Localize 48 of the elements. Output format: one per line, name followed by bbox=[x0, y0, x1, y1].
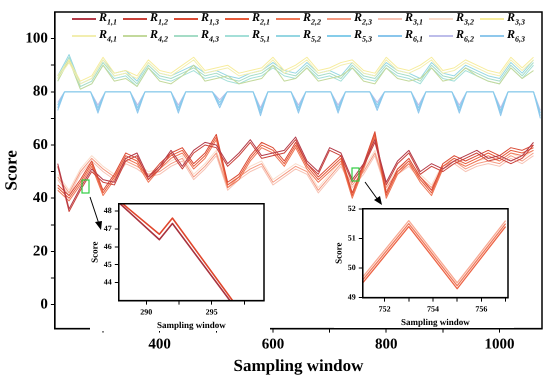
x-tick-label: 754 bbox=[426, 304, 439, 314]
y-tick-label: 46 bbox=[104, 242, 112, 251]
legend-label: R$_{2,1}$ bbox=[252, 10, 270, 27]
y-tick-label: 47 bbox=[104, 224, 112, 233]
legend-label: R$_{1,2}$ bbox=[150, 10, 168, 27]
legend-label: R$_{6,3}$ bbox=[507, 27, 526, 44]
y-tick-label: 48 bbox=[104, 206, 112, 216]
x-tick-label: 290 bbox=[140, 307, 152, 316]
x-tick-label: 800 bbox=[374, 336, 398, 352]
y-tick-label: 100 bbox=[25, 30, 48, 46]
legend-label: R$_{1,1}$ bbox=[99, 10, 118, 27]
x-tick-label: 295 bbox=[206, 307, 218, 316]
y-tick-label: 49 bbox=[348, 292, 356, 302]
x-tick-label: 400 bbox=[148, 336, 171, 352]
legend-label: R$_{2,3}$ bbox=[354, 10, 372, 27]
x-axis-title: Sampling window bbox=[157, 320, 226, 330]
x-tick-label: 752 bbox=[378, 304, 391, 314]
legend-label: R$_{2,2}$ bbox=[303, 10, 322, 27]
y-axis-title: Score bbox=[2, 150, 21, 190]
legend-label: R$_{4,1}$ bbox=[99, 27, 118, 44]
x-tick-label: 756 bbox=[475, 304, 488, 314]
y-tick-label: 0 bbox=[40, 296, 48, 313]
legend-label: R$_{4,2}$ bbox=[150, 27, 168, 44]
legend-label: R$_{4,3}$ bbox=[201, 27, 220, 44]
y-tick-label: 80 bbox=[32, 84, 48, 100]
legend-label: R$_{1,3}$ bbox=[201, 10, 220, 27]
y-tick-label: 45 bbox=[104, 260, 112, 269]
legend-label: R$_{3,3}$ bbox=[507, 10, 526, 27]
x-tick-label: 600 bbox=[262, 336, 284, 352]
y-axis-title: Score bbox=[90, 242, 100, 263]
y-tick-label: 60 bbox=[32, 136, 48, 153]
legend-label: R$_{6,2}$ bbox=[456, 27, 474, 44]
legend-label: R$_{6,1}$ bbox=[405, 27, 424, 44]
legend-label: R$_{5,2}$ bbox=[303, 27, 322, 44]
legend-label: R$_{5,1}$ bbox=[252, 27, 270, 44]
y-tick-label: 20 bbox=[32, 243, 48, 260]
y-tick-label: 40 bbox=[32, 190, 48, 206]
legend-label: R$_{3,1}$ bbox=[405, 10, 424, 27]
y-axis-title: Score bbox=[334, 242, 344, 264]
legend-label: R$_{3,2}$ bbox=[456, 10, 474, 27]
legend-label: R$_{5,3}$ bbox=[354, 27, 372, 44]
x-tick-label: 1000 bbox=[484, 336, 515, 352]
x-axis-title: Sampling window bbox=[401, 316, 470, 327]
x-axis-title: Sampling window bbox=[233, 356, 364, 376]
y-tick-label: 52 bbox=[348, 204, 356, 213]
y-tick-label: 44 bbox=[104, 278, 112, 287]
y-tick-label: 50 bbox=[348, 263, 356, 272]
y-tick-label: 51 bbox=[348, 233, 356, 242]
